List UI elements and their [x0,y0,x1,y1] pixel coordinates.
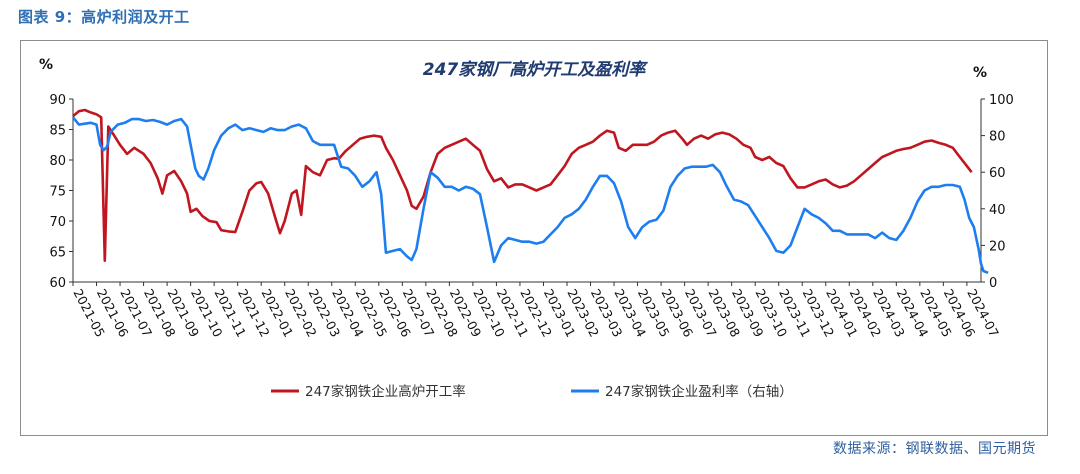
legend-label: 247家钢铁企业盈利率（右轴） [605,383,793,400]
left-tick-label: 80 [49,154,66,169]
left-tick-label: 65 [49,246,66,261]
axes-group: 606570758085900204060801002021-052021-06… [49,93,1013,340]
chart-frame: 247家钢厂高炉开工及盈利率 % % 60 65 70 75 80 85 90 0 20 40 60… [20,40,1048,436]
right-tick-label: 100 [989,93,1014,108]
chart-title: 247家钢厂高炉开工及盈利率 [423,60,648,80]
figure-caption: 图表 9：高炉利润及开工 [18,6,190,27]
right-tick-label: 20 [989,239,1006,254]
right-tick-label: 60 [989,166,1006,181]
line-chart: 247家钢厂高炉开工及盈利率 % % 60 65 70 75 80 85 90 0 20 40 60… [21,41,1047,435]
legend-label: 247家钢铁企业高炉开工率 [305,383,466,400]
source-note: 数据来源：钢联数据、国元期货 [833,438,1036,458]
legend: 247家钢铁企业高炉开工率 247家钢铁企业盈利率（右轴） [271,383,793,400]
series-line-utilization [73,110,972,261]
right-tick-label: 80 [989,130,1006,145]
series-lines [73,110,988,273]
right-tick-label: 40 [989,203,1006,218]
series-line-profit-rate [73,117,988,272]
right-axis-unit: % [973,65,987,81]
left-tick-label: 75 [49,185,66,200]
left-tick-label: 85 [49,124,66,139]
left-tick-label: 70 [49,215,66,230]
left-tick-label: 90 [49,93,66,108]
left-tick-label: 60 [49,276,66,291]
left-axis-unit: % [39,57,53,73]
right-tick-label: 0 [989,276,997,291]
